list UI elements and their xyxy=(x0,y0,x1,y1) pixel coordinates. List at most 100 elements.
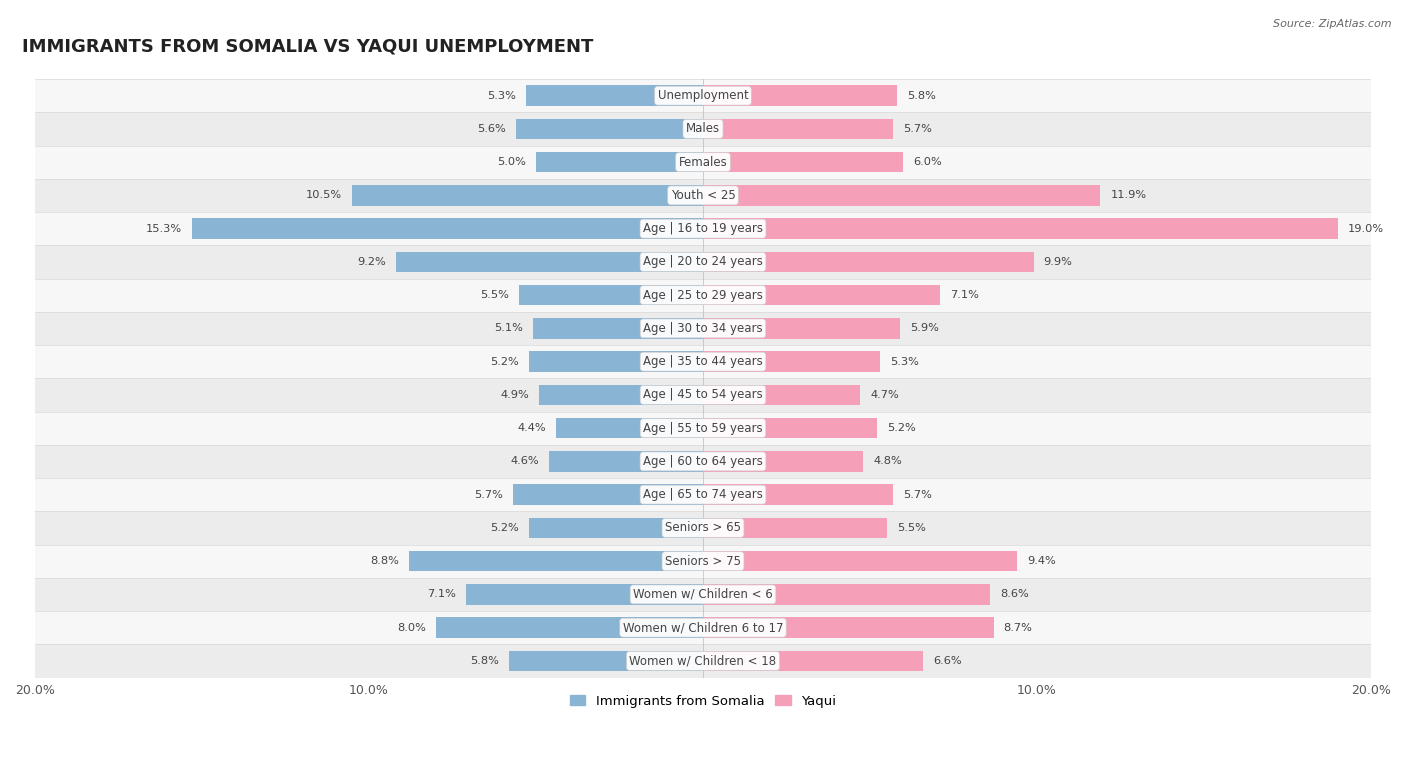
Text: 9.2%: 9.2% xyxy=(357,257,385,267)
Bar xyxy=(529,351,703,372)
Text: 5.7%: 5.7% xyxy=(904,124,932,134)
Text: Seniors > 75: Seniors > 75 xyxy=(665,555,741,568)
Bar xyxy=(513,484,703,505)
Text: 4.8%: 4.8% xyxy=(873,456,903,466)
Bar xyxy=(703,484,893,505)
Bar xyxy=(703,318,900,338)
Bar xyxy=(703,650,924,671)
Text: 8.6%: 8.6% xyxy=(1000,590,1029,600)
Bar xyxy=(555,418,703,438)
Text: Males: Males xyxy=(686,123,720,136)
Bar xyxy=(436,617,703,638)
Bar xyxy=(526,86,703,106)
Bar xyxy=(703,451,863,472)
Bar xyxy=(35,345,1371,378)
Text: Age | 65 to 74 years: Age | 65 to 74 years xyxy=(643,488,763,501)
Bar xyxy=(533,318,703,338)
Bar xyxy=(703,518,887,538)
Bar xyxy=(703,152,904,173)
Bar xyxy=(35,511,1371,544)
Text: IMMIGRANTS FROM SOMALIA VS YAQUI UNEMPLOYMENT: IMMIGRANTS FROM SOMALIA VS YAQUI UNEMPLO… xyxy=(21,37,593,55)
Text: 4.9%: 4.9% xyxy=(501,390,529,400)
Bar xyxy=(35,644,1371,678)
Bar xyxy=(703,218,1337,239)
Text: Women w/ Children 6 to 17: Women w/ Children 6 to 17 xyxy=(623,621,783,634)
Text: Youth < 25: Youth < 25 xyxy=(671,189,735,202)
Bar xyxy=(35,145,1371,179)
Text: Women w/ Children < 6: Women w/ Children < 6 xyxy=(633,588,773,601)
Text: 5.3%: 5.3% xyxy=(486,91,516,101)
Legend: Immigrants from Somalia, Yaqui: Immigrants from Somalia, Yaqui xyxy=(564,689,842,713)
Text: Source: ZipAtlas.com: Source: ZipAtlas.com xyxy=(1274,19,1392,29)
Bar xyxy=(703,185,1101,206)
Text: 4.7%: 4.7% xyxy=(870,390,898,400)
Text: 6.0%: 6.0% xyxy=(914,157,942,167)
Text: 5.5%: 5.5% xyxy=(897,523,925,533)
Bar xyxy=(409,551,703,572)
Bar xyxy=(529,518,703,538)
Bar xyxy=(35,445,1371,478)
Text: 19.0%: 19.0% xyxy=(1348,223,1384,234)
Bar xyxy=(35,312,1371,345)
Bar xyxy=(703,617,994,638)
Text: 9.9%: 9.9% xyxy=(1043,257,1073,267)
Bar xyxy=(35,179,1371,212)
Text: 6.6%: 6.6% xyxy=(934,656,962,666)
Text: 9.4%: 9.4% xyxy=(1026,556,1056,566)
Bar xyxy=(703,119,893,139)
Bar xyxy=(550,451,703,472)
Text: 5.9%: 5.9% xyxy=(910,323,939,333)
Bar xyxy=(509,650,703,671)
Bar xyxy=(35,112,1371,145)
Text: Unemployment: Unemployment xyxy=(658,89,748,102)
Text: 8.8%: 8.8% xyxy=(370,556,399,566)
Text: Age | 45 to 54 years: Age | 45 to 54 years xyxy=(643,388,763,401)
Text: 5.1%: 5.1% xyxy=(494,323,523,333)
Text: Age | 35 to 44 years: Age | 35 to 44 years xyxy=(643,355,763,368)
Text: Females: Females xyxy=(679,156,727,169)
Text: 15.3%: 15.3% xyxy=(146,223,181,234)
Text: 10.5%: 10.5% xyxy=(307,191,342,201)
Bar xyxy=(536,152,703,173)
Bar xyxy=(193,218,703,239)
Text: 5.5%: 5.5% xyxy=(481,290,509,300)
Text: 8.7%: 8.7% xyxy=(1004,623,1032,633)
Bar xyxy=(703,285,941,306)
Bar xyxy=(703,584,990,605)
Text: 11.9%: 11.9% xyxy=(1111,191,1147,201)
Bar xyxy=(703,385,860,405)
Bar xyxy=(35,279,1371,312)
Bar xyxy=(703,551,1017,572)
Text: 4.6%: 4.6% xyxy=(510,456,540,466)
Bar xyxy=(35,611,1371,644)
Text: 5.2%: 5.2% xyxy=(491,357,519,366)
Text: 5.2%: 5.2% xyxy=(887,423,915,433)
Bar xyxy=(703,251,1033,273)
Text: 5.3%: 5.3% xyxy=(890,357,920,366)
Bar xyxy=(35,578,1371,611)
Text: 4.4%: 4.4% xyxy=(517,423,546,433)
Bar xyxy=(35,79,1371,112)
Text: 8.0%: 8.0% xyxy=(396,623,426,633)
Bar xyxy=(35,212,1371,245)
Bar xyxy=(465,584,703,605)
Bar xyxy=(540,385,703,405)
Bar xyxy=(35,478,1371,511)
Text: 7.1%: 7.1% xyxy=(427,590,456,600)
Text: 7.1%: 7.1% xyxy=(950,290,979,300)
Text: Age | 25 to 29 years: Age | 25 to 29 years xyxy=(643,288,763,301)
Text: 5.7%: 5.7% xyxy=(474,490,502,500)
Text: 5.0%: 5.0% xyxy=(498,157,526,167)
Bar xyxy=(703,418,877,438)
Bar xyxy=(395,251,703,273)
Bar xyxy=(516,119,703,139)
Text: 5.7%: 5.7% xyxy=(904,490,932,500)
Bar xyxy=(35,245,1371,279)
Bar xyxy=(35,412,1371,445)
Bar xyxy=(35,378,1371,412)
Text: Age | 55 to 59 years: Age | 55 to 59 years xyxy=(643,422,763,435)
Text: 5.8%: 5.8% xyxy=(907,91,935,101)
Text: Age | 16 to 19 years: Age | 16 to 19 years xyxy=(643,222,763,235)
Text: 5.8%: 5.8% xyxy=(471,656,499,666)
Text: Age | 20 to 24 years: Age | 20 to 24 years xyxy=(643,255,763,269)
